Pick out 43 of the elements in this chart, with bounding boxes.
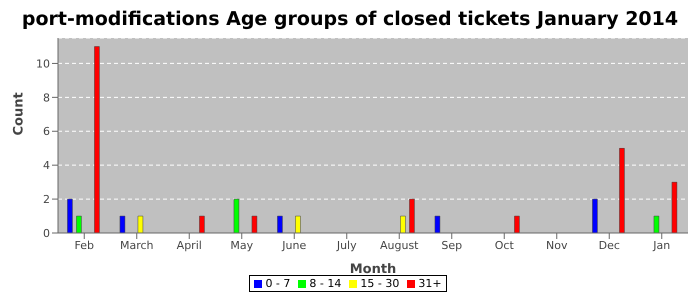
bar: [672, 182, 678, 233]
bar: [400, 216, 406, 233]
bar: [234, 198, 240, 233]
x-axis-title: Month: [350, 262, 396, 277]
bar: [409, 198, 415, 233]
x-tick-label: Nov: [546, 238, 568, 252]
bar: [654, 216, 660, 233]
y-axis-title: Count: [12, 92, 27, 136]
bar: [138, 216, 144, 233]
x-tick-label: Sep: [441, 238, 462, 252]
bar: [434, 216, 440, 233]
legend-label: 8 - 14: [308, 277, 342, 290]
bar: [67, 198, 73, 233]
legend-label: 31+: [417, 277, 442, 290]
bar: [94, 46, 100, 233]
x-tick-label: Oct: [494, 238, 514, 252]
x-tick-label: Dec: [598, 238, 620, 252]
y-tick-label: 10: [36, 57, 50, 70]
x-tick-label: Feb: [74, 238, 94, 252]
x-tick-label: August: [380, 238, 420, 252]
x-tick-label: May: [230, 238, 254, 252]
y-tick-label: 0: [43, 226, 50, 240]
bar: [295, 216, 301, 233]
x-tick-label: March: [120, 238, 154, 252]
x-tick-label: July: [336, 238, 358, 252]
bar: [514, 216, 520, 233]
y-tick-label: 4: [43, 159, 50, 172]
y-tick-label: 8: [43, 91, 50, 104]
legend-label: 15 - 30: [359, 277, 400, 290]
bar: [120, 216, 126, 233]
x-tick-label: Jan: [652, 238, 670, 252]
bar: [619, 148, 625, 233]
bar: [199, 216, 205, 233]
x-tick-label: June: [281, 238, 306, 252]
bar: [76, 216, 82, 233]
chart-title: port-modifications Age groups of closed tickets January 2014: [20, 8, 680, 32]
y-tick-label: 6: [43, 125, 50, 138]
bar: [592, 198, 598, 233]
bar: [277, 216, 283, 233]
bar: [252, 216, 258, 233]
y-tick-label: 2: [43, 192, 50, 206]
x-tick-label: April: [176, 238, 202, 252]
legend-label: 0 - 7: [264, 277, 290, 290]
